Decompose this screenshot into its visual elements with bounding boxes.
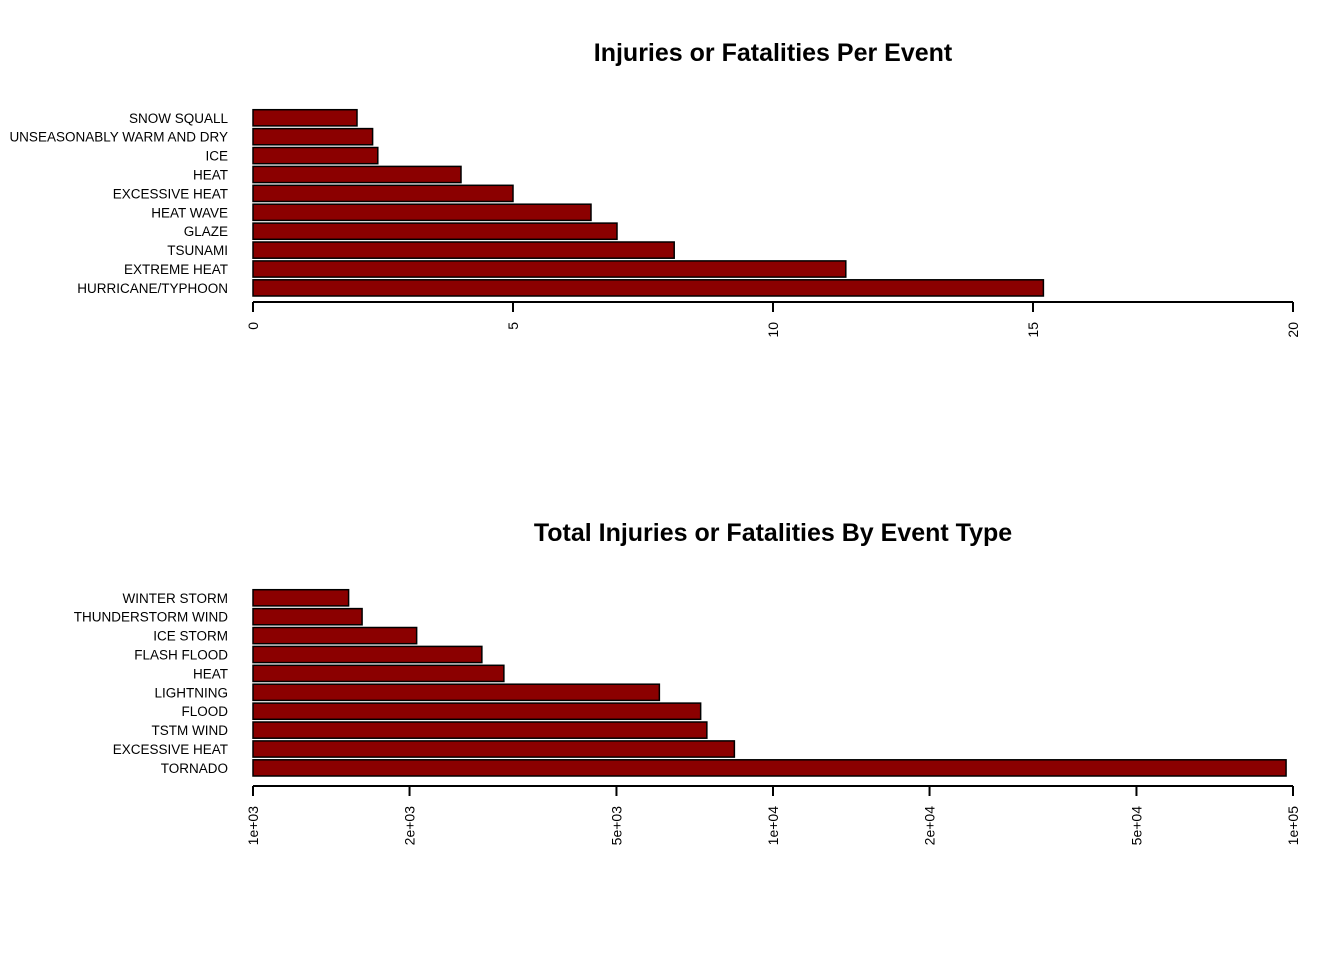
bar-unseasonably-warm-and-dry xyxy=(252,127,374,146)
chart-title: Total Injuries or Fatalities By Event Ty… xyxy=(534,519,1012,547)
x-tick-label: 10 xyxy=(765,322,781,338)
bar-tstm-wind xyxy=(252,721,708,739)
x-tick-label: 5e+04 xyxy=(1128,806,1144,846)
category-label: EXCESSIVE HEAT xyxy=(113,742,228,757)
bar-snow-squall xyxy=(252,108,358,127)
category-label: LIGHTNING xyxy=(154,685,228,700)
x-tick-label: 1e+05 xyxy=(1285,806,1301,846)
bar-extreme-heat xyxy=(252,260,847,278)
x-tick-label: 15 xyxy=(1025,322,1041,338)
bar-glaze xyxy=(252,222,618,241)
x-tick-label: 1e+03 xyxy=(245,806,261,846)
chart-panel-per-event: Injuries or Fatalities Per Event HURRICAN… xyxy=(9,39,1301,338)
category-label: HEAT xyxy=(193,168,228,183)
bar-excessive-heat xyxy=(252,740,736,758)
category-label: HEAT xyxy=(193,666,228,681)
category-label: GLAZE xyxy=(184,224,228,239)
category-label: EXCESSIVE HEAT xyxy=(113,186,228,201)
category-label: EXTREME HEAT xyxy=(124,262,228,277)
x-tick-label: 0 xyxy=(245,322,261,330)
chart-title: Injuries or Fatalities Per Event xyxy=(594,39,953,67)
bar-flood xyxy=(252,702,702,721)
x-tick-label: 2e+03 xyxy=(402,806,418,846)
bar-thunderstorm-wind xyxy=(252,607,363,626)
category-label: HURRICANE/TYPHOON xyxy=(77,281,228,296)
bar-flash-flood xyxy=(252,645,483,664)
x-tick-label: 2e+04 xyxy=(922,806,938,846)
category-label: TSTM WIND xyxy=(152,723,229,738)
category-label: WINTER STORM xyxy=(123,591,229,606)
x-tick-label: 20 xyxy=(1285,322,1301,338)
bar-heat xyxy=(252,165,462,184)
bar-hurricane-typhoon xyxy=(252,279,1045,297)
x-tick-label: 1e+04 xyxy=(765,806,781,846)
bar-heat-wave xyxy=(252,203,592,222)
category-label: FLOOD xyxy=(181,704,228,719)
bar-winter-storm xyxy=(252,588,350,607)
category-label: FLASH FLOOD xyxy=(134,648,228,663)
category-label: TORNADO xyxy=(161,761,228,776)
bar-tornado xyxy=(252,759,1287,777)
category-label: ICE xyxy=(205,149,228,164)
category-label: SNOW SQUALL xyxy=(129,111,229,126)
chart-panel-total-by-type: Total Injuries or Fatalities By Event Ty… xyxy=(74,519,1301,845)
bar-ice-storm xyxy=(252,626,418,645)
bar-heat xyxy=(252,664,505,683)
category-label: ICE STORM xyxy=(153,629,228,644)
bar-tsunami xyxy=(252,241,675,259)
x-tick-label: 5e+03 xyxy=(608,806,624,846)
bar-ice xyxy=(252,146,379,165)
bar-lightning xyxy=(252,683,661,702)
category-label: HEAT WAVE xyxy=(151,205,228,220)
x-tick-label: 5 xyxy=(505,322,521,330)
category-label: UNSEASONABLY WARM AND DRY xyxy=(9,130,228,145)
bar-excessive-heat xyxy=(252,184,514,203)
category-label: TSUNAMI xyxy=(167,243,228,258)
category-label: THUNDERSTORM WIND xyxy=(74,610,228,625)
